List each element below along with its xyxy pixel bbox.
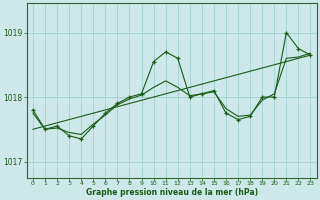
X-axis label: Graphe pression niveau de la mer (hPa): Graphe pression niveau de la mer (hPa) — [86, 188, 258, 197]
